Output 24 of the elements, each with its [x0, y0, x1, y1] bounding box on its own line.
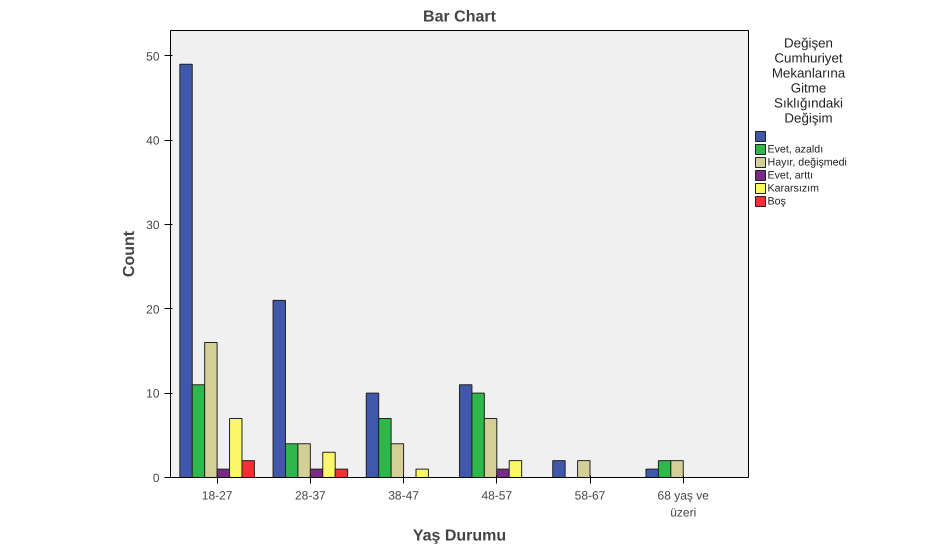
- legend-label: Boş: [768, 196, 786, 208]
- legend-title: Değişen Cumhuriyet Mekanlarına Gitme Sıklığındaki Değişim: [772, 36, 846, 126]
- x-tick-label: 48-57: [481, 488, 512, 502]
- y-tick-label: 30: [146, 218, 160, 232]
- x-axis-title: Yaş Durumu: [412, 527, 506, 544]
- legend-label: Evet, arttı: [768, 170, 814, 182]
- y-tick-label: 40: [146, 134, 160, 148]
- x-tick-label: 28-37: [294, 488, 326, 502]
- legend-label: Hayır, değişmedi: [768, 156, 847, 168]
- chart-title: Bar Chart: [423, 8, 497, 26]
- y-axis-title: Count: [121, 230, 138, 278]
- y-tick-label: 10: [146, 386, 160, 401]
- x-tick-label: 38-47: [388, 488, 420, 502]
- y-tick-label: 50: [146, 49, 160, 64]
- bar: [415, 468, 429, 478]
- x-tick-label: 68 yaş ve üzeri: [658, 488, 710, 520]
- x-tick-label: 18-27: [202, 488, 233, 502]
- bar: [552, 460, 566, 478]
- legend-label: Evet, azaldı: [768, 144, 824, 156]
- y-tick-label: 20: [146, 302, 160, 316]
- bar: [577, 460, 591, 478]
- x-tick-label: 58-67: [574, 488, 606, 502]
- legend-label: Kararsızım: [768, 182, 820, 194]
- y-tick-label: 0: [152, 471, 160, 485]
